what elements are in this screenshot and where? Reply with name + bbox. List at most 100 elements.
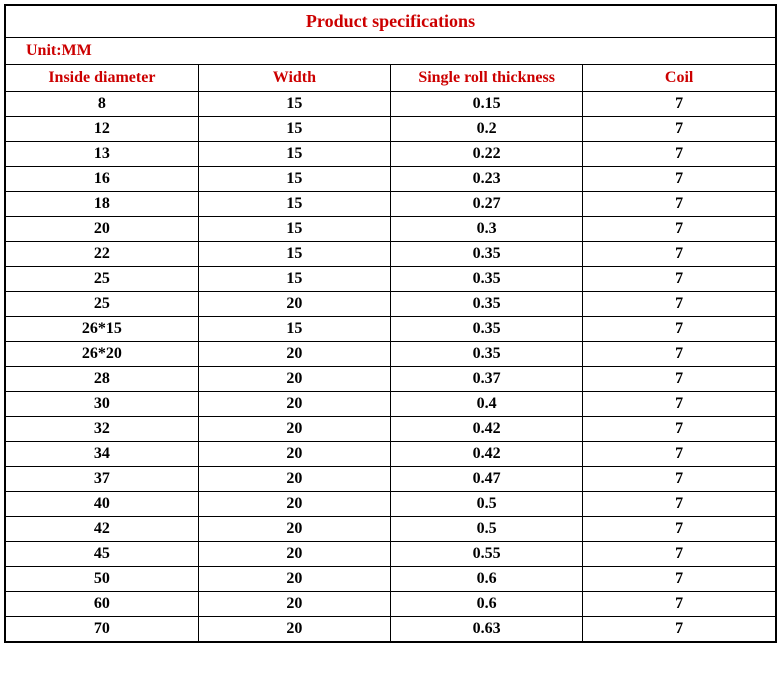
table-cell: 0.55	[391, 542, 583, 567]
table-cell: 15	[198, 267, 390, 292]
table-row: 25150.357	[6, 267, 775, 292]
header-row: Inside diameter Width Single roll thickn…	[6, 65, 775, 92]
table-cell: 26*15	[6, 317, 198, 342]
table-cell: 0.2	[391, 117, 583, 142]
table-row: 40200.57	[6, 492, 775, 517]
table-cell: 20	[198, 592, 390, 617]
table-cell: 42	[6, 517, 198, 542]
table-title: Product specifications	[6, 6, 775, 38]
table-cell: 30	[6, 392, 198, 417]
table-cell: 45	[6, 542, 198, 567]
table-cell: 7	[583, 292, 775, 317]
table-cell: 28	[6, 367, 198, 392]
table-cell: 7	[583, 192, 775, 217]
table-cell: 15	[198, 242, 390, 267]
table-cell: 15	[198, 167, 390, 192]
table-cell: 15	[198, 117, 390, 142]
table-cell: 20	[198, 467, 390, 492]
table-cell: 0.35	[391, 267, 583, 292]
table-cell: 7	[583, 442, 775, 467]
table-row: 50200.67	[6, 567, 775, 592]
table-cell: 7	[583, 267, 775, 292]
table-cell: 7	[583, 492, 775, 517]
table-cell: 20	[198, 392, 390, 417]
table-cell: 20	[198, 367, 390, 392]
table-cell: 7	[583, 242, 775, 267]
table-cell: 0.42	[391, 442, 583, 467]
table-cell: 34	[6, 442, 198, 467]
table-cell: 7	[583, 567, 775, 592]
table-cell: 0.6	[391, 567, 583, 592]
table-cell: 0.6	[391, 592, 583, 617]
table-cell: 15	[198, 142, 390, 167]
table-row: 16150.237	[6, 167, 775, 192]
table-cell: 25	[6, 292, 198, 317]
table-cell: 25	[6, 267, 198, 292]
table-cell: 7	[583, 392, 775, 417]
table-cell: 15	[198, 217, 390, 242]
table-cell: 32	[6, 417, 198, 442]
table-cell: 0.63	[391, 617, 583, 642]
table-row: 45200.557	[6, 542, 775, 567]
table-cell: 70	[6, 617, 198, 642]
table-row: 18150.277	[6, 192, 775, 217]
table-cell: 7	[583, 92, 775, 117]
table-cell: 20	[198, 492, 390, 517]
table-cell: 60	[6, 592, 198, 617]
header-thickness: Single roll thickness	[391, 65, 583, 92]
table-cell: 7	[583, 592, 775, 617]
table-row: 32200.427	[6, 417, 775, 442]
table-cell: 26*20	[6, 342, 198, 367]
table-row: 20150.37	[6, 217, 775, 242]
table-cell: 7	[583, 167, 775, 192]
table-cell: 0.35	[391, 242, 583, 267]
table-cell: 7	[583, 542, 775, 567]
header-coil: Coil	[583, 65, 775, 92]
table-row: 25200.357	[6, 292, 775, 317]
table-cell: 7	[583, 517, 775, 542]
table-cell: 20	[198, 567, 390, 592]
table-cell: 0.15	[391, 92, 583, 117]
header-width: Width	[198, 65, 390, 92]
table-cell: 0.5	[391, 492, 583, 517]
table-cell: 40	[6, 492, 198, 517]
table-row: 34200.427	[6, 442, 775, 467]
table-cell: 7	[583, 217, 775, 242]
table-row: 22150.357	[6, 242, 775, 267]
table-row: 12150.27	[6, 117, 775, 142]
table-cell: 20	[198, 617, 390, 642]
table-cell: 0.35	[391, 317, 583, 342]
table-cell: 20	[198, 417, 390, 442]
table-cell: 0.37	[391, 367, 583, 392]
table-cell: 20	[198, 442, 390, 467]
table-row: 42200.57	[6, 517, 775, 542]
table-cell: 0.42	[391, 417, 583, 442]
table-row: 28200.377	[6, 367, 775, 392]
table-cell: 7	[583, 142, 775, 167]
table-row: 30200.47	[6, 392, 775, 417]
table-cell: 37	[6, 467, 198, 492]
table-cell: 7	[583, 117, 775, 142]
table-cell: 0.5	[391, 517, 583, 542]
table-cell: 13	[6, 142, 198, 167]
table-cell: 7	[583, 367, 775, 392]
table-cell: 0.47	[391, 467, 583, 492]
table-row: 26*15150.357	[6, 317, 775, 342]
table-row: 8150.157	[6, 92, 775, 117]
table-cell: 50	[6, 567, 198, 592]
table-cell: 15	[198, 92, 390, 117]
table-cell: 0.22	[391, 142, 583, 167]
table-row: 60200.67	[6, 592, 775, 617]
table-cell: 20	[6, 217, 198, 242]
table-cell: 0.3	[391, 217, 583, 242]
table-row: 26*20200.357	[6, 342, 775, 367]
table-cell: 12	[6, 117, 198, 142]
table-cell: 20	[198, 292, 390, 317]
table-cell: 18	[6, 192, 198, 217]
spec-table-container: Product specifications Unit:MM Inside di…	[4, 4, 777, 643]
table-cell: 20	[198, 342, 390, 367]
table-cell: 20	[198, 542, 390, 567]
table-cell: 7	[583, 342, 775, 367]
unit-label: Unit:MM	[6, 38, 775, 65]
table-cell: 7	[583, 317, 775, 342]
